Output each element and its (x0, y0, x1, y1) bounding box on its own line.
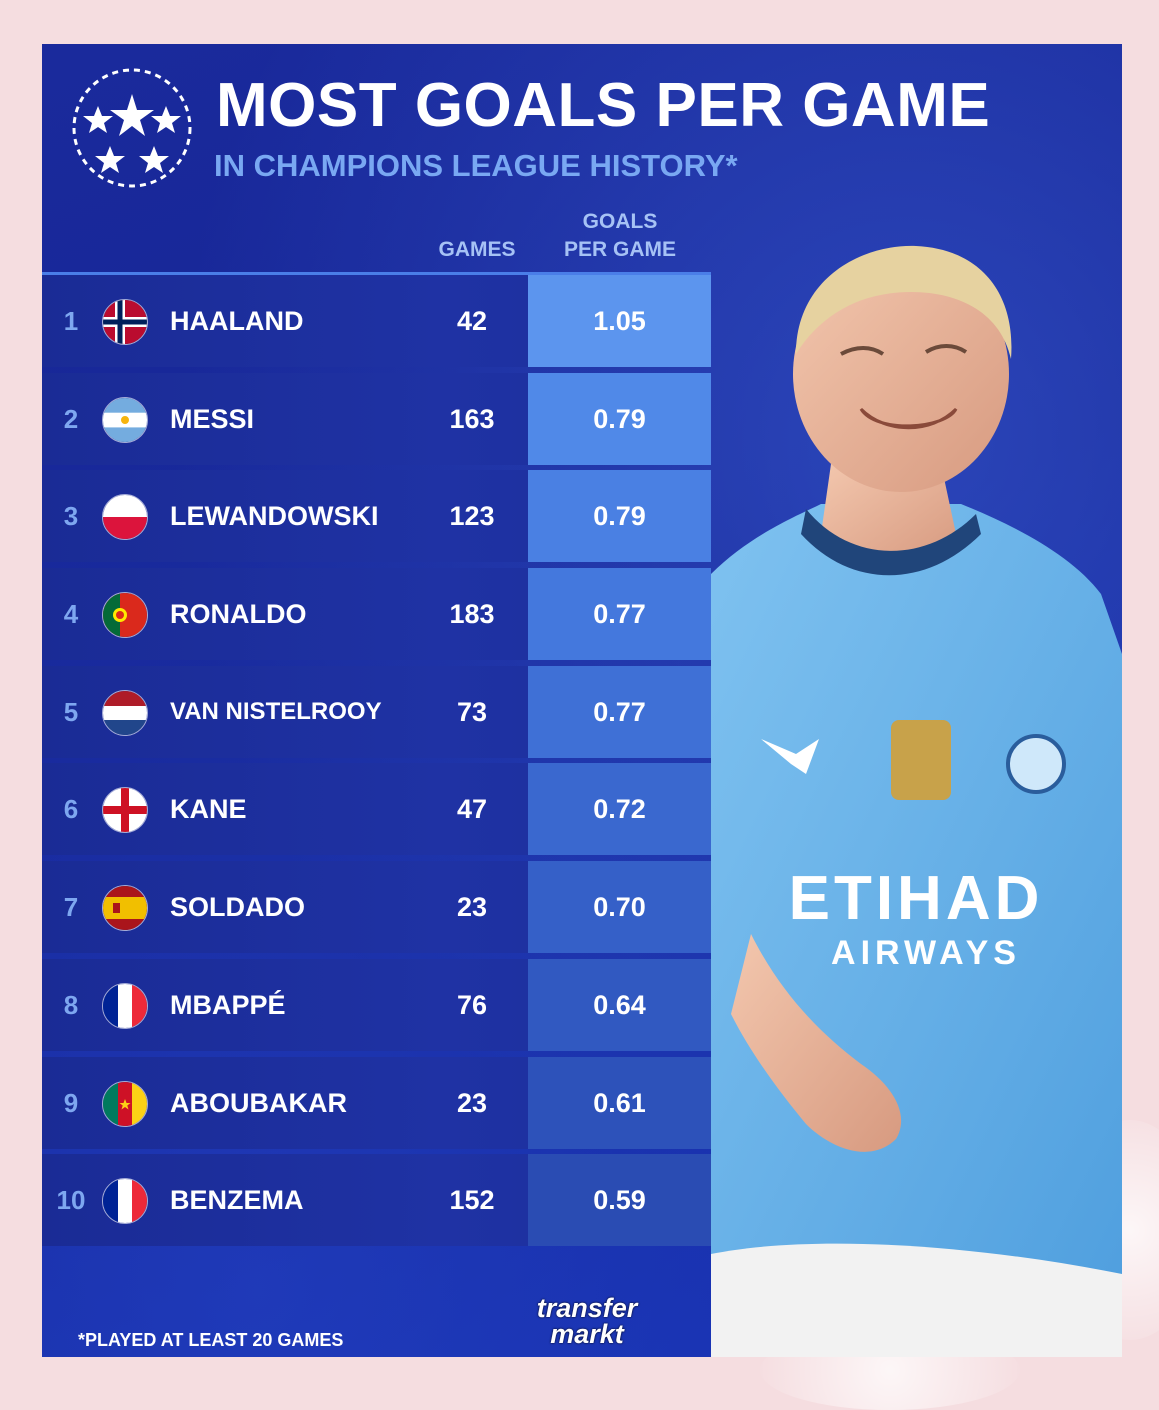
games-value: 163 (449, 403, 495, 434)
spain-flag-icon (102, 885, 148, 932)
header-divider (42, 272, 711, 276)
games-value: 42 (456, 306, 488, 336)
player-name: MBAPPÉ (170, 989, 286, 1020)
player-name: HAALAND (170, 306, 304, 336)
goals-per-game-value: 0.79 (528, 372, 711, 465)
games-value: 47 (456, 794, 488, 825)
goals-per-game-value: 1.05 (528, 275, 711, 367)
player-name: SOLDADO (170, 892, 305, 923)
logo-text-line: markt (550, 1319, 624, 1349)
column-header-games: GAMES (438, 238, 516, 261)
rank-number: 4 (63, 599, 79, 630)
games-value: 23 (456, 892, 488, 923)
table-row: 3 LEWANDOWSKI 123 0.79 (42, 470, 711, 563)
netherlands-flag-icon (102, 689, 148, 736)
goals-per-game-value: 0.77 (528, 568, 711, 661)
rank-number: 8 (63, 989, 79, 1020)
goals-per-game-value: 0.70 (528, 861, 711, 954)
goals-per-game-value: 0.61 (528, 1056, 711, 1149)
table-row: 1 HAALAND 42 1.05 (42, 275, 711, 367)
player-photo-illustration: ETIHAD AIRWAYS (711, 245, 1122, 1357)
table-row: 4 RONALDO 183 0.77 (42, 568, 711, 661)
games-value: 23 (456, 1087, 488, 1118)
france-flag-icon (102, 1178, 148, 1225)
table-row: 5 VAN NISTELROOY 73 0.77 (42, 665, 711, 758)
page-title: MOST GOALS PER GAME (216, 71, 991, 140)
infographic-card: MOST GOALS PER GAME IN CHAMPIONS LEAGUE … (42, 44, 1122, 1357)
rank-number: 2 (63, 403, 79, 434)
column-header-line: GOALS (582, 210, 658, 233)
rank-number: 3 (63, 501, 79, 532)
player-name: ABOUBAKAR (170, 1087, 347, 1118)
england-flag-icon (102, 787, 148, 834)
logo-text-line: transfer (536, 1293, 638, 1323)
ranking-table: 1 HAALAND 42 1.05 2 MESSI 163 0.79 3 LEW… (42, 275, 711, 1252)
norway-flag-icon (102, 299, 148, 345)
table-row: 2 MESSI 163 0.79 (42, 372, 711, 465)
games-value: 152 (449, 1185, 495, 1216)
france-flag-icon (102, 982, 148, 1029)
rank-number: 10 (56, 1185, 86, 1216)
rank-number: 6 (63, 794, 79, 825)
transfermarkt-logo: transfer markt (512, 1292, 662, 1350)
table-row: 9 ABOUBAKAR 23 0.61 (42, 1056, 711, 1149)
player-name: BENZEMA (170, 1185, 304, 1216)
argentina-flag-icon (102, 396, 148, 443)
games-value: 73 (456, 696, 488, 727)
goals-per-game-value: 0.72 (528, 763, 711, 856)
table-row: 8 MBAPPÉ 76 0.64 (42, 958, 711, 1051)
column-header-goals-per-game: GOALS PER GAME (542, 208, 698, 264)
rank-number: 1 (63, 306, 79, 336)
table-row: 10 BENZEMA 152 0.59 (42, 1154, 711, 1247)
player-name: RONALDO (170, 599, 307, 630)
player-name: MESSI (170, 403, 255, 434)
rank-number: 9 (63, 1087, 79, 1118)
player-name: KANE (170, 794, 247, 825)
page-subtitle: IN CHAMPIONS LEAGUE HISTORY* (214, 148, 738, 183)
table-row: 7 SOLDADO 23 0.70 (42, 861, 711, 954)
games-value: 183 (449, 599, 495, 630)
rank-number: 7 (63, 892, 79, 923)
rank-number: 5 (63, 696, 79, 727)
portugal-flag-icon (102, 592, 148, 639)
player-name: LEWANDOWSKI (170, 501, 379, 532)
goals-per-game-value: 0.77 (528, 665, 711, 758)
column-header-line: PER GAME (563, 238, 676, 261)
goals-per-game-value: 0.59 (528, 1154, 711, 1247)
shirt-sponsor-subtext: AIRWAYS (831, 934, 1021, 972)
table-row: 6 KANE 47 0.72 (42, 763, 711, 856)
games-value: 123 (449, 501, 495, 532)
goals-per-game-value: 0.79 (528, 470, 711, 563)
poland-flag-icon (102, 494, 148, 541)
games-value: 76 (456, 989, 488, 1020)
shirt-sponsor-text: ETIHAD (789, 864, 1044, 933)
footnote: *PLAYED AT LEAST 20 GAMES (78, 1330, 344, 1350)
champions-league-starball-icon (72, 68, 192, 188)
goals-per-game-value: 0.64 (528, 958, 711, 1051)
player-name: VAN NISTELROOY (170, 697, 382, 725)
cameroon-flag-icon (102, 1080, 148, 1127)
